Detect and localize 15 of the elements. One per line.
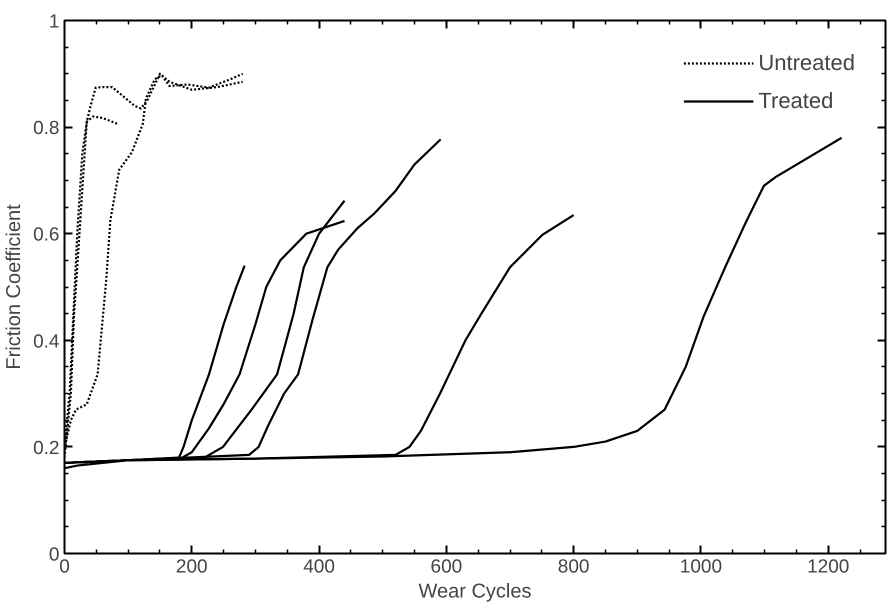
legend-label: Untreated (758, 50, 855, 76)
x-axis-title: Wear Cycles (418, 580, 532, 602)
x-tick-label: 200 (176, 556, 208, 578)
y-tick-label: 0.2 (33, 438, 60, 459)
y-tick-label: 0.8 (33, 118, 60, 140)
x-tick-label: 600 (430, 556, 462, 578)
x-tick-label: 400 (303, 556, 335, 578)
y-tick-label: 0.6 (33, 224, 60, 246)
x-tick-label: 1000 (680, 556, 722, 578)
y-axis-title: Friction Coefficient (3, 204, 26, 370)
y-tick-label: 0.4 (33, 331, 60, 352)
legend-label: Treated (758, 88, 834, 114)
x-tick-label: 1200 (807, 556, 850, 578)
y-tick-label: 1 (48, 12, 60, 32)
x-tick-label: 800 (558, 556, 590, 578)
